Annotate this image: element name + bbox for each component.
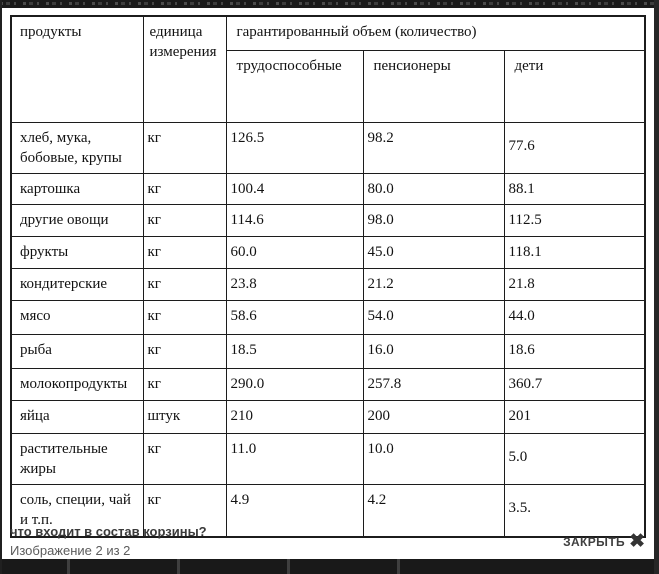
product-name-cell: кондитерские bbox=[10, 268, 144, 301]
product-name-cell: фрукты bbox=[10, 236, 144, 270]
value-pensioners-cell: 98.2 bbox=[362, 121, 505, 174]
value-children-cell: 88.1 bbox=[503, 172, 646, 206]
clipped-text-strip-top bbox=[0, 0, 659, 8]
table-row: рыба кг 18.5 16.0 18.6 bbox=[10, 333, 646, 369]
value-able-bodied-cell: 4.9 bbox=[225, 484, 364, 537]
value-able-bodied-cell: 60.0 bbox=[225, 236, 364, 270]
table-row: молокопродукты кг 290.0 257.8 360.7 bbox=[10, 367, 646, 401]
value-children-cell: 360.7 bbox=[503, 367, 646, 401]
value-pensioners-cell: 21.2 bbox=[362, 268, 505, 301]
unit-cell: штук bbox=[142, 399, 227, 434]
image-caption-title: что входит в состав корзины? bbox=[10, 524, 207, 539]
value-able-bodied-cell: 58.6 bbox=[225, 299, 364, 335]
value-children-cell: 201 bbox=[503, 399, 646, 434]
value-children-cell: 77.6 bbox=[503, 121, 646, 174]
value-pensioners-cell: 45.0 bbox=[362, 236, 505, 270]
header-pensioners: пенсионеры bbox=[362, 49, 505, 123]
header-children: дети bbox=[503, 49, 646, 123]
close-button-label: ЗАКРЫТЬ bbox=[563, 534, 626, 549]
unit-cell: кг bbox=[142, 432, 227, 485]
table-row: фрукты кг 60.0 45.0 118.1 bbox=[10, 236, 646, 270]
unit-cell: кг bbox=[142, 121, 227, 174]
value-children-cell: 118.1 bbox=[503, 236, 646, 270]
product-name-cell: рыба bbox=[10, 333, 144, 369]
value-able-bodied-cell: 290.0 bbox=[225, 367, 364, 401]
product-name-cell: другие овощи bbox=[10, 204, 144, 238]
value-children-cell: 44.0 bbox=[503, 299, 646, 335]
value-pensioners-cell: 54.0 bbox=[362, 299, 505, 335]
header-guaranteed-volume: гарантированный объем (количество) bbox=[225, 15, 646, 51]
table-row: растительные жиры кг 11.0 10.0 5.0 bbox=[10, 432, 646, 485]
table-subheader-row: трудоспособные пенсионеры дети bbox=[11, 49, 646, 123]
table-row: яйца штук 210 200 201 bbox=[10, 399, 646, 434]
value-able-bodied-cell: 18.5 bbox=[225, 333, 364, 369]
table-row: картошка кг 100.4 80.0 88.1 bbox=[10, 172, 646, 206]
image-counter: Изображение 2 из 2 bbox=[10, 543, 131, 558]
header-products: продукты bbox=[10, 15, 144, 123]
unit-cell: кг bbox=[142, 367, 227, 401]
clipped-divider-line bbox=[67, 559, 70, 574]
product-name-cell: растительные жиры bbox=[10, 432, 144, 485]
consumer-basket-table: продукты единица измерения гарантированн… bbox=[10, 15, 647, 538]
clipped-divider-line bbox=[287, 559, 290, 574]
value-children-cell: 112.5 bbox=[503, 204, 646, 238]
unit-cell: кг bbox=[142, 268, 227, 301]
product-name-cell: мясо bbox=[10, 299, 144, 335]
close-button[interactable]: ЗАКРЫТЬ ✖ bbox=[563, 532, 645, 551]
unit-cell: кг bbox=[142, 333, 227, 369]
product-name-cell: картошка bbox=[10, 172, 144, 206]
table-row: другие овощи кг 114.6 98.0 112.5 bbox=[10, 204, 646, 238]
header-unit: единица измерения bbox=[142, 15, 227, 123]
value-children-cell: 5.0 bbox=[503, 432, 646, 485]
value-able-bodied-cell: 114.6 bbox=[225, 204, 364, 238]
product-name-cell: молокопродукты bbox=[10, 367, 144, 401]
left-edge-border bbox=[0, 0, 2, 574]
value-able-bodied-cell: 23.8 bbox=[225, 268, 364, 301]
right-edge-border bbox=[654, 0, 659, 574]
value-pensioners-cell: 4.2 bbox=[362, 484, 505, 537]
clipped-divider-line bbox=[177, 559, 180, 574]
value-pensioners-cell: 200 bbox=[362, 399, 505, 434]
lightbox-footer: что входит в состав корзины? Изображение… bbox=[10, 524, 645, 558]
clipped-content-strip-bottom bbox=[0, 559, 659, 574]
unit-cell: кг bbox=[142, 236, 227, 270]
value-able-bodied-cell: 11.0 bbox=[225, 432, 364, 485]
header-able-bodied: трудоспособные bbox=[225, 49, 364, 123]
value-pensioners-cell: 80.0 bbox=[362, 172, 505, 206]
value-able-bodied-cell: 100.4 bbox=[225, 172, 364, 206]
value-pensioners-cell: 98.0 bbox=[362, 204, 505, 238]
value-able-bodied-cell: 126.5 bbox=[225, 121, 364, 174]
unit-cell: кг bbox=[142, 204, 227, 238]
unit-cell: кг bbox=[142, 299, 227, 335]
table-row: кондитерские кг 23.8 21.2 21.8 bbox=[10, 268, 646, 301]
value-children-cell: 18.6 bbox=[503, 333, 646, 369]
image-caption: что входит в состав корзины? Изображение… bbox=[10, 524, 207, 558]
value-children-cell: 3.5. bbox=[503, 484, 646, 537]
close-icon: ✖ bbox=[629, 531, 645, 552]
product-name-cell: яйца bbox=[10, 399, 144, 434]
value-children-cell: 21.8 bbox=[503, 268, 646, 301]
table-header-row: продукты единица измерения гарантированн… bbox=[10, 15, 646, 123]
value-able-bodied-cell: 210 bbox=[225, 399, 364, 434]
clipped-divider-line bbox=[397, 559, 400, 574]
product-name-cell: соль, специи, чай и т.п. bbox=[10, 484, 144, 537]
table-row: мясо кг 58.6 54.0 44.0 bbox=[10, 299, 646, 335]
value-pensioners-cell: 257.8 bbox=[362, 367, 505, 401]
product-name-cell: хлеб, мука, бобовые, крупы bbox=[10, 121, 144, 174]
table-row: хлеб, мука, бобовые, крупы кг 126.5 98.2… bbox=[10, 121, 646, 174]
value-pensioners-cell: 16.0 bbox=[362, 333, 505, 369]
table-row: соль, специи, чай и т.п. кг 4.9 4.2 3.5. bbox=[10, 484, 646, 537]
unit-cell: кг bbox=[142, 172, 227, 206]
value-pensioners-cell: 10.0 bbox=[362, 432, 505, 485]
